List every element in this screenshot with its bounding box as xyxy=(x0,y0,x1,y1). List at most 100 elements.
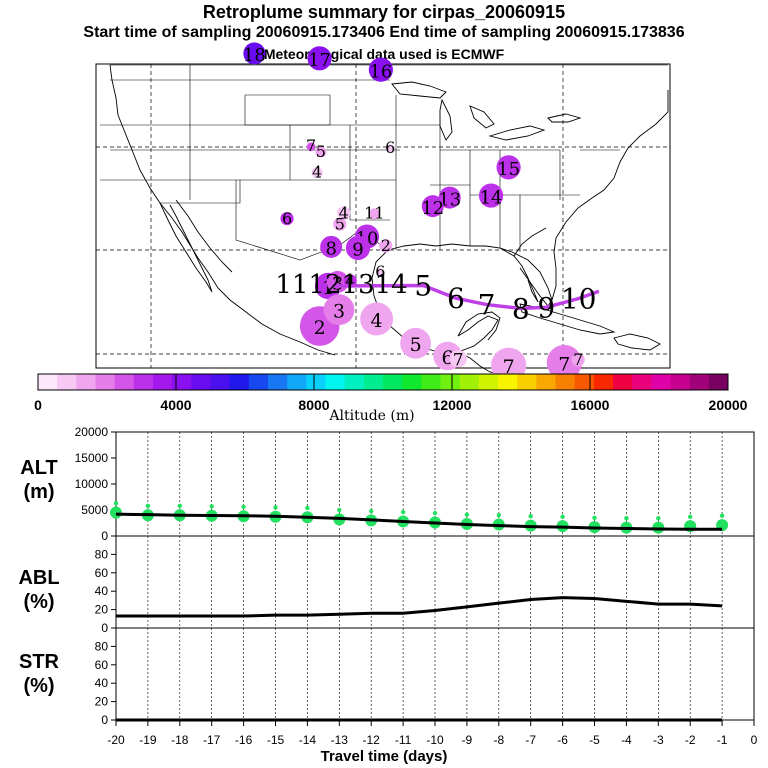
colorbar-swatch xyxy=(689,374,710,390)
y-tick-label: 10000 xyxy=(75,477,109,491)
spread-marker-top xyxy=(688,514,693,519)
x-tick-label: -5 xyxy=(589,733,600,747)
colorbar-swatch xyxy=(153,374,173,390)
plume-day-label: 5 xyxy=(316,142,326,161)
alt-panel-label: ALT (m) xyxy=(2,456,76,504)
plume-marker xyxy=(385,144,395,154)
colorbar-swatch xyxy=(287,374,307,390)
sampling-times: Start time of sampling 20060915.173406 E… xyxy=(83,24,685,41)
plume-marker xyxy=(345,235,371,261)
plume-day-label: 7 xyxy=(573,350,583,369)
plume-marker xyxy=(311,167,323,179)
plume-marker xyxy=(571,353,585,367)
plume-marker xyxy=(337,206,351,220)
x-tick-label: -15 xyxy=(267,733,285,747)
plume-day-label: 7 xyxy=(558,353,570,375)
mean-track-day-label: 8 xyxy=(512,292,530,325)
colorbar-swatch xyxy=(229,374,250,390)
colorbar-swatch xyxy=(632,374,652,390)
plume-marker xyxy=(478,183,504,208)
colorbar-swatch xyxy=(76,374,96,390)
plume-day-label: 7 xyxy=(453,350,464,370)
spread-marker-top xyxy=(656,516,661,521)
start-cluster-label: 11121314 xyxy=(275,270,407,300)
plume-marker xyxy=(379,239,393,253)
spread-marker-top xyxy=(337,507,342,513)
plume-day-label: 4 xyxy=(312,162,322,181)
colorbar-swatch xyxy=(248,374,269,390)
plume-day-label: 7 xyxy=(306,136,316,155)
y-tick-label: 20000 xyxy=(75,425,109,439)
plume-day-label: 16 xyxy=(369,61,392,82)
alt-label-text: ALT (m) xyxy=(20,457,58,503)
mean-track-day-label: 10 xyxy=(561,283,597,316)
colorbar-tick-label: 0 xyxy=(34,397,42,413)
plume-day-label: 5 xyxy=(410,334,422,356)
colorbar-swatch xyxy=(363,374,384,390)
spread-marker-top xyxy=(305,505,310,511)
colorbar-swatch xyxy=(708,374,729,390)
y-tick-label: 80 xyxy=(95,639,109,653)
x-tick-label: -18 xyxy=(171,733,189,747)
colorbar-tick-label: 8000 xyxy=(298,397,329,413)
colorbar-swatch xyxy=(402,374,422,390)
str-panel: 0 20 40 60 80 xyxy=(95,627,755,727)
x-tick-label: 0 xyxy=(751,733,758,747)
spread-marker-top xyxy=(113,501,119,506)
plume-day-label: 6 xyxy=(442,347,454,369)
plume-day-label: 17 xyxy=(308,50,331,71)
plume-day-label: 3 xyxy=(332,274,343,295)
colorbar-tick-label: 12000 xyxy=(433,397,472,413)
x-tick-label: -13 xyxy=(331,733,349,747)
str-label-text: STR (%) xyxy=(19,651,59,697)
plume-marker xyxy=(243,42,266,65)
x-axis-title: Travel time (days) xyxy=(320,748,448,765)
colorbar-swatch xyxy=(268,374,288,390)
plume-marker xyxy=(333,217,347,231)
colorbar-swatch xyxy=(38,374,58,390)
plume-marker xyxy=(306,142,316,152)
spread-marker-top xyxy=(145,503,151,509)
mean-track-day-label: 6 xyxy=(447,282,465,315)
colorbar-frame xyxy=(37,373,729,391)
plume-marker xyxy=(546,344,582,381)
x-tick-label: -11 xyxy=(395,733,412,747)
spread-marker-top xyxy=(177,503,182,509)
plume-marker xyxy=(449,350,467,368)
colorbar-swatch xyxy=(306,374,326,390)
y-tick-label: 60 xyxy=(95,658,109,672)
str-panel-label: STR (%) xyxy=(2,650,76,698)
x-tick-label: -6 xyxy=(557,733,568,747)
spread-marker-top xyxy=(241,504,246,510)
plume-day-label: 18 xyxy=(243,45,266,66)
x-tick-label: -8 xyxy=(493,733,504,747)
spread-marker-top xyxy=(369,508,374,514)
spread-marker-top xyxy=(592,515,597,520)
colorbar-swatch xyxy=(191,374,211,390)
spread-marker-top xyxy=(624,516,629,521)
chart-title: Retroplume summary for cirpas_20060915 xyxy=(202,2,566,22)
colorbar-swatch xyxy=(325,374,346,390)
x-tick-label: -16 xyxy=(235,733,253,747)
abl-panel: 0 20 40 60 80 xyxy=(95,535,755,635)
x-tick-label: -10 xyxy=(426,733,444,747)
plume-day-label: 13 xyxy=(438,189,461,210)
plume-day-label: 6 xyxy=(282,209,292,228)
spread-marker-top xyxy=(400,509,406,515)
plume-day-label: 14 xyxy=(480,187,503,208)
plume-day-label: 5 xyxy=(335,215,345,234)
x-tick-label: -19 xyxy=(139,733,157,747)
y-tick-label: 20 xyxy=(95,603,109,617)
plume-day-label: 4 xyxy=(371,310,383,332)
x-tick-label: -20 xyxy=(107,733,125,747)
colorbar-swatch xyxy=(440,374,461,390)
colorbar-swatch xyxy=(114,374,135,390)
plume-day-label: 4 xyxy=(339,203,349,222)
y-tick-label: 5000 xyxy=(81,503,108,517)
plume-marker xyxy=(307,46,332,71)
plume-marker xyxy=(280,211,294,226)
plume-marker xyxy=(360,302,394,336)
x-tick-label: -9 xyxy=(462,733,473,747)
colorbar-swatch xyxy=(383,374,403,390)
